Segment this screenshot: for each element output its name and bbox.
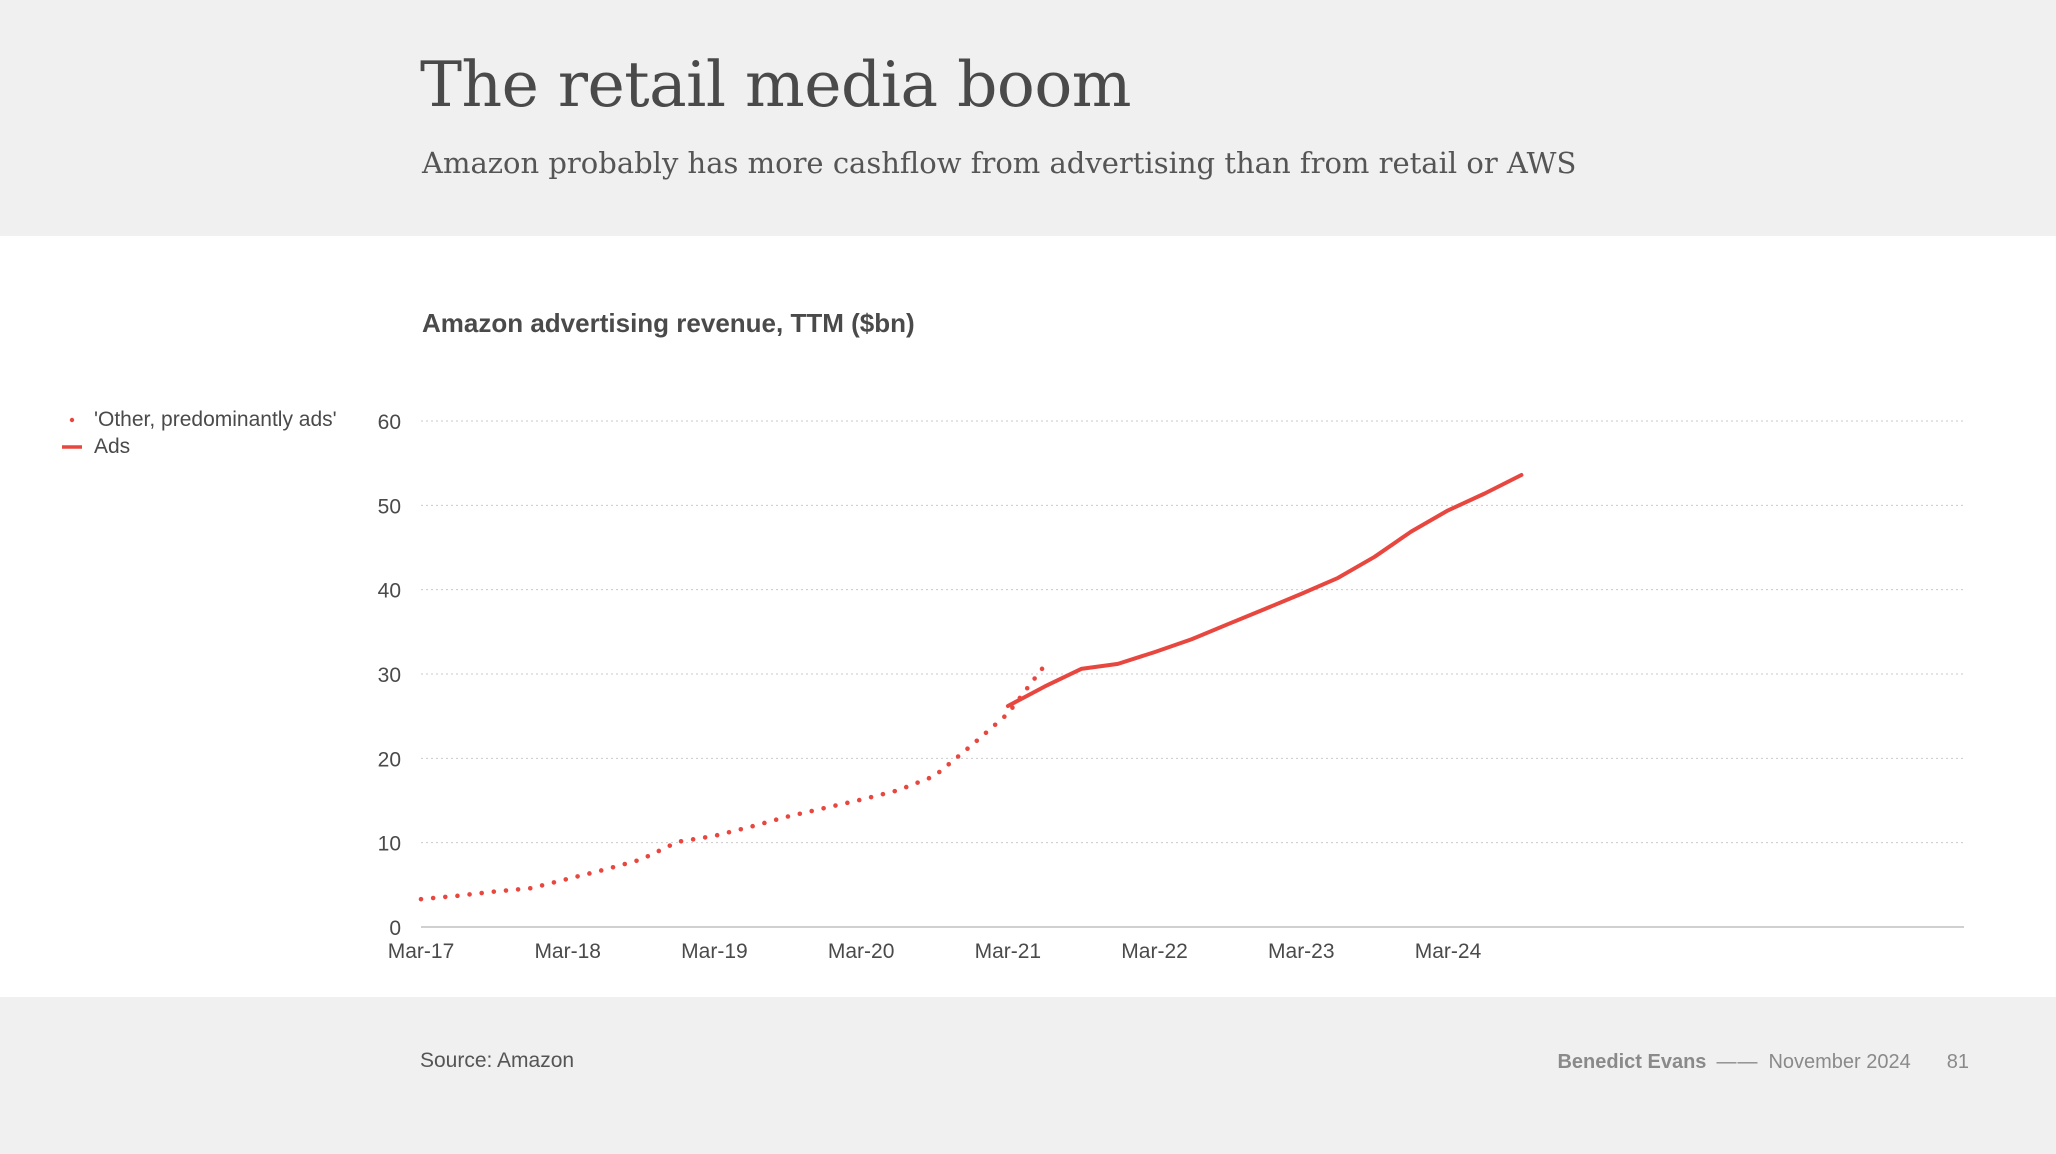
data-point-other bbox=[622, 861, 628, 867]
data-point-other bbox=[1010, 705, 1015, 710]
page-number: 81 bbox=[1946, 1051, 1969, 1073]
data-point-other bbox=[809, 808, 814, 814]
y-tick-label: 30 bbox=[378, 664, 401, 687]
data-point-other bbox=[551, 880, 557, 885]
author-name: Benedict Evans bbox=[1557, 1051, 1707, 1073]
data-point-other bbox=[527, 885, 533, 891]
x-tick-label: Mar-22 bbox=[1121, 940, 1188, 963]
data-point-other bbox=[856, 797, 862, 803]
x-tick-label: Mar-24 bbox=[1415, 940, 1482, 963]
data-point-other bbox=[575, 874, 580, 879]
x-tick-label: Mar-23 bbox=[1268, 940, 1335, 963]
data-point-other bbox=[915, 780, 920, 785]
footer: Source: Amazon Benedict Evans —— November … bbox=[0, 997, 2056, 1154]
data-point-other bbox=[1002, 714, 1007, 720]
solid-line-icon bbox=[62, 445, 82, 449]
x-tick-label: Mar-21 bbox=[975, 940, 1042, 963]
chart-panel: Amazon advertising revenue, TTM ($bn) 'O… bbox=[0, 236, 2056, 997]
data-point-other bbox=[974, 738, 980, 744]
data-point-other bbox=[821, 805, 826, 811]
data-point-other bbox=[678, 838, 684, 844]
data-point-other bbox=[690, 837, 696, 842]
data-point-other bbox=[926, 775, 932, 781]
data-point-other bbox=[418, 896, 424, 902]
data-point-other bbox=[1032, 676, 1037, 681]
data-point-other bbox=[750, 823, 755, 829]
dotted-line-icon bbox=[69, 417, 75, 423]
header: The retail media boom Amazon probably ha… bbox=[0, 0, 2056, 236]
data-point-other bbox=[442, 894, 448, 900]
data-point-other bbox=[762, 820, 767, 826]
x-tick-label: Mar-18 bbox=[534, 940, 601, 963]
legend-label: Ads bbox=[94, 435, 131, 458]
data-point-other bbox=[702, 835, 708, 840]
legend-label: 'Other, predominantly ads' bbox=[94, 408, 337, 431]
data-point-other bbox=[479, 890, 484, 896]
chart-title: Amazon advertising revenue, TTM ($bn) bbox=[422, 308, 915, 338]
y-tick-label: 50 bbox=[378, 495, 401, 518]
y-tick-label: 60 bbox=[378, 411, 401, 434]
data-point-other bbox=[833, 803, 838, 808]
data-point-other bbox=[1039, 666, 1045, 672]
data-point-other bbox=[430, 895, 436, 901]
data-point-other bbox=[992, 722, 998, 728]
data-point-other bbox=[714, 832, 720, 838]
data-point-other bbox=[965, 746, 970, 752]
data-point-other bbox=[946, 761, 952, 767]
line-chart: 0 10 20 30 40 50 60 Mar-17 Mar-18 Mar-19 Mar-20 Mar… bbox=[378, 411, 1964, 963]
data-point-other bbox=[467, 892, 472, 897]
credit-line: Benedict Evans —— November 2024 81 bbox=[1557, 1051, 1969, 1074]
data-point-other bbox=[587, 871, 592, 876]
data-point-other bbox=[645, 853, 651, 859]
data-point-other bbox=[845, 800, 850, 806]
data-point-other bbox=[598, 868, 604, 873]
data-point-other bbox=[937, 769, 942, 775]
x-tick-label: Mar-19 bbox=[681, 940, 748, 963]
x-tick-label: Mar-20 bbox=[828, 940, 895, 963]
data-point-other bbox=[491, 889, 497, 894]
data-point-other bbox=[656, 848, 662, 854]
source-note: Source: Amazon bbox=[420, 1049, 575, 1072]
y-tick-label: 40 bbox=[378, 580, 401, 603]
x-tick-label: Mar-17 bbox=[388, 940, 455, 963]
data-point-other bbox=[892, 788, 898, 794]
data-point-other bbox=[563, 877, 569, 882]
data-point-other bbox=[797, 811, 803, 817]
date-label: November 2024 bbox=[1768, 1051, 1911, 1073]
separator: —— bbox=[1716, 1051, 1759, 1073]
data-point-other bbox=[880, 791, 886, 797]
data-point-other bbox=[903, 784, 909, 790]
data-point-other bbox=[539, 883, 545, 888]
data-point-other bbox=[667, 843, 673, 848]
data-point-other bbox=[610, 864, 616, 870]
data-point-other bbox=[1024, 685, 1030, 691]
data-point-other bbox=[868, 794, 874, 800]
y-tick-label: 20 bbox=[378, 748, 401, 771]
data-point-other bbox=[515, 887, 521, 892]
data-point-other bbox=[983, 730, 989, 736]
page-subtitle: Amazon probably has more cashflow from a… bbox=[422, 146, 1577, 180]
data-point-other bbox=[503, 888, 509, 893]
data-point-other bbox=[955, 754, 961, 759]
data-point-other bbox=[785, 814, 791, 819]
series-line-ads bbox=[1005, 473, 1524, 708]
data-point-other bbox=[773, 817, 779, 823]
data-point-other bbox=[738, 826, 744, 832]
data-point-other bbox=[726, 829, 732, 835]
page-title: The retail media boom bbox=[420, 48, 1132, 121]
y-tick-label: 0 bbox=[389, 917, 401, 940]
data-point-other bbox=[455, 893, 460, 899]
y-tick-label: 10 bbox=[378, 833, 401, 856]
data-point-other bbox=[634, 858, 639, 864]
